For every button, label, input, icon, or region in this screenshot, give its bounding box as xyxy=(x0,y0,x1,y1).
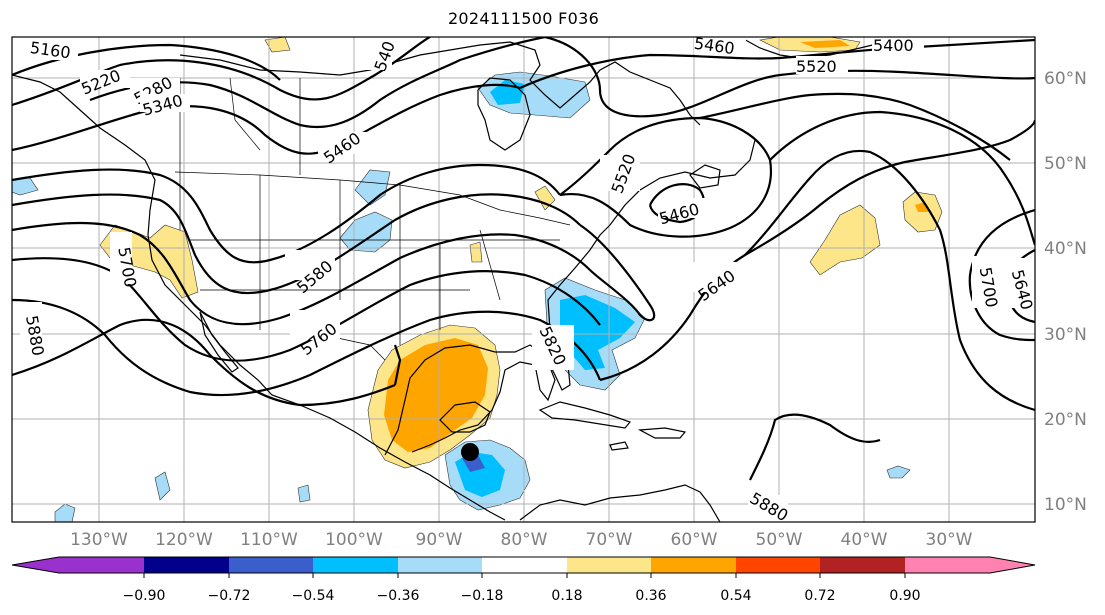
lat-label: 20°N xyxy=(1044,410,1087,430)
colorbar-tick-label: 0.36 xyxy=(635,588,666,604)
lon-label: 70°W xyxy=(586,530,633,550)
colorbar-segment xyxy=(229,557,313,573)
lat-label: 40°N xyxy=(1044,239,1087,259)
lon-label: 80°W xyxy=(501,530,548,550)
colorbar-tick-label: −0.90 xyxy=(123,588,166,604)
contour-label: 5460 xyxy=(693,34,736,58)
lon-label: 60°W xyxy=(671,530,718,550)
colorbar-segment xyxy=(820,557,905,573)
colorbar-tick-label: −0.36 xyxy=(377,588,420,604)
colorbar-tick-label: 0.90 xyxy=(889,588,920,604)
colorbar: −0.90 −0.72 −0.54 −0.36 −0.18 0.18 0.36 … xyxy=(11,556,1036,604)
lon-label: 90°W xyxy=(416,530,463,550)
contour-label: 5520 xyxy=(796,57,837,76)
lat-label: 10°N xyxy=(1044,495,1087,515)
colorbar-tick-label: 0.54 xyxy=(720,588,751,604)
lon-label: 120°W xyxy=(155,530,213,550)
graticule xyxy=(12,37,1035,522)
map-title: 2024111500 F036 xyxy=(447,9,600,28)
colorbar-extend-high xyxy=(990,557,1035,573)
political-borders xyxy=(174,77,571,361)
lon-label: 30°W xyxy=(926,530,973,550)
contour-labels: 5160 5220 5280 5340 540 5460 5460 5520 5… xyxy=(20,34,1035,522)
colorbar-segment xyxy=(651,557,736,573)
colorbar-segment xyxy=(905,557,990,573)
colorbar-segment xyxy=(736,557,820,573)
contour-label: 5400 xyxy=(873,36,914,55)
lon-label: 40°W xyxy=(841,530,888,550)
lat-label: 50°N xyxy=(1044,154,1087,174)
lon-label: 100°W xyxy=(325,530,383,550)
colorbar-segment xyxy=(567,557,651,573)
colorbar-segment xyxy=(398,557,482,573)
colorbar-segment xyxy=(59,557,144,573)
anomaly-shading xyxy=(12,37,943,522)
map-frame xyxy=(11,36,1036,523)
lon-label: 50°W xyxy=(756,530,803,550)
colorbar-segment xyxy=(144,557,229,573)
longitude-labels: 130°W 120°W 110°W 100°W 90°W 80°W 70°W 6… xyxy=(70,530,973,550)
colorbar-tick-label: 0.18 xyxy=(551,588,582,604)
lon-label: 130°W xyxy=(70,530,128,550)
colorbar-segment xyxy=(313,557,398,573)
lat-label: 60°N xyxy=(1044,69,1087,89)
colorbar-segment xyxy=(482,557,567,573)
colorbar-extend-low xyxy=(12,557,59,573)
colorbar-tick-label: −0.18 xyxy=(461,588,504,604)
colorbar-tick-label: −0.54 xyxy=(292,588,335,604)
colorbar-tick-label: −0.72 xyxy=(208,588,251,604)
storm-center-marker xyxy=(461,443,479,461)
latitude-labels: 60°N 50°N 40°N 30°N 20°N 10°N xyxy=(1044,69,1087,515)
lon-label: 110°W xyxy=(240,530,298,550)
colorbar-tick-label: 0.72 xyxy=(804,588,835,604)
lat-label: 30°N xyxy=(1044,325,1087,345)
